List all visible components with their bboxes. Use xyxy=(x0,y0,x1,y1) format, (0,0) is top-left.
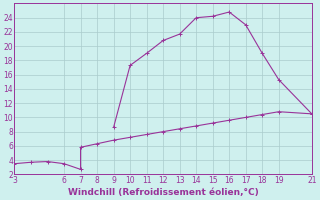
X-axis label: Windchill (Refroidissement éolien,°C): Windchill (Refroidissement éolien,°C) xyxy=(68,188,259,197)
